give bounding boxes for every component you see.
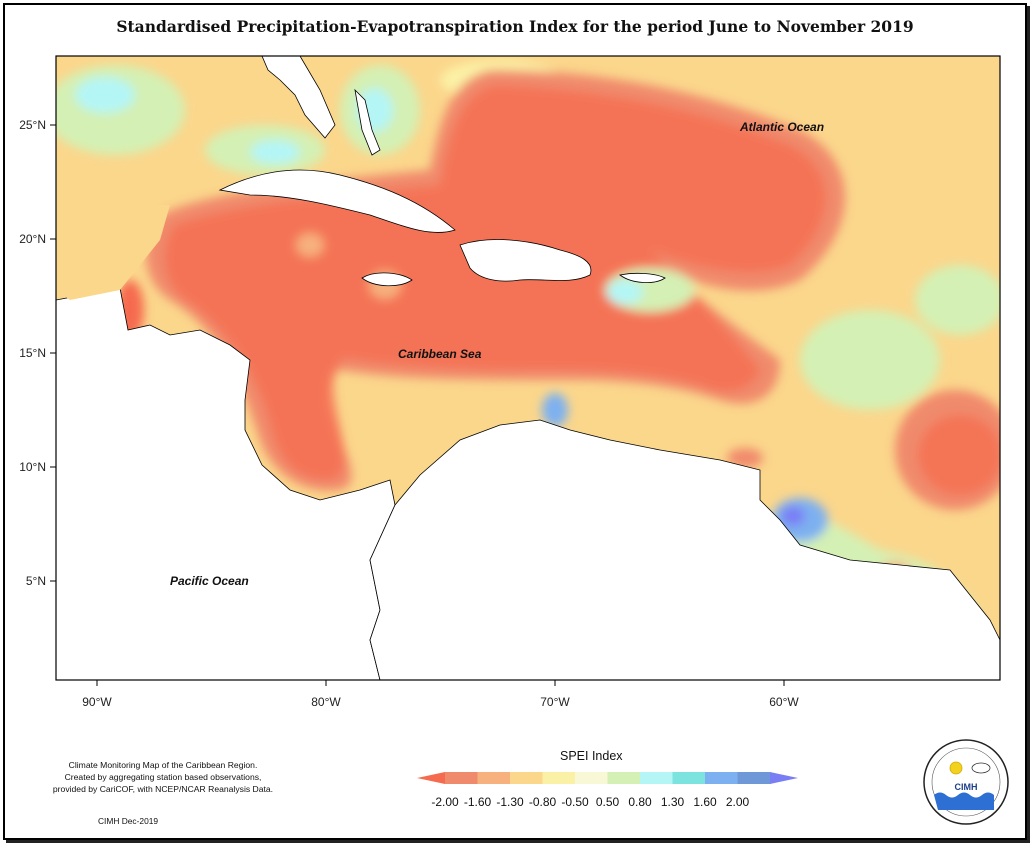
spei-field — [56, 56, 1000, 680]
legend-break-label: 1.60 — [693, 795, 717, 809]
waves-icon — [934, 792, 994, 810]
colorbar-segment — [640, 772, 673, 784]
colorbar-segment — [607, 772, 641, 784]
colorbar-segment — [542, 772, 576, 784]
legend-break-label: 1.30 — [660, 795, 685, 809]
lat-tick: 25°N — [19, 118, 46, 132]
pacific-label: Pacific Ocean — [170, 574, 249, 588]
credits-line: provided by CariCOF, with NCEP/NCAR Rean… — [52, 784, 274, 794]
legend-break-label: -2.00 — [431, 795, 459, 809]
colorbar-end-low — [417, 772, 445, 784]
logo-text: CIMH — [955, 782, 978, 792]
credits-line: Climate Monitoring Map of the Caribbean … — [68, 760, 258, 770]
legend-title: SPEI Index — [560, 749, 623, 763]
legend-break-label: 0.80 — [628, 795, 652, 809]
cimh-logo: CIMH — [923, 739, 1009, 825]
lat-tick: 20°N — [19, 232, 46, 246]
legend-colorbar — [417, 772, 798, 784]
lat-tick: 10°N — [19, 460, 46, 474]
caribbean-label: Caribbean Sea — [398, 347, 482, 361]
legend-break-label: -0.80 — [528, 795, 557, 809]
legend-break-label: -1.60 — [463, 795, 492, 809]
legend-break-label: 2.00 — [725, 795, 750, 809]
colorbar-segment — [445, 772, 478, 784]
lat-tick: 15°N — [19, 346, 46, 360]
land-outlines — [56, 56, 1000, 680]
colorbar-segment — [477, 772, 511, 784]
credits-date: CIMH Dec-2019 — [98, 816, 159, 826]
legend-break-label: -0.50 — [561, 795, 589, 809]
credits: Climate Monitoring Map of the Caribbean … — [38, 759, 288, 795]
legend-break-label: 0.50 — [595, 795, 620, 809]
lon-tick: 90°W — [82, 695, 112, 709]
legend-break-label: -1.30 — [496, 795, 524, 809]
colorbar-segment — [737, 772, 771, 784]
lon-tick: 80°W — [311, 695, 341, 709]
lon-tick: 70°W — [540, 695, 570, 709]
colorbar-segment — [705, 772, 738, 784]
colorbar-end-high — [770, 772, 798, 784]
credits-line: Created by aggregating station based obs… — [64, 772, 262, 782]
cloud-icon — [971, 762, 991, 774]
sun-icon — [949, 761, 963, 775]
atlantic-label: Atlantic Ocean — [739, 120, 824, 134]
colorbar-segment — [672, 772, 706, 784]
map-border — [55, 55, 1001, 681]
lat-tick: 5°N — [26, 574, 46, 588]
lon-tick: 60°W — [769, 695, 799, 709]
colorbar-segment — [575, 772, 608, 784]
colorbar-segment — [510, 772, 543, 784]
map-title: Standardised Precipitation-Evapotranspir… — [116, 17, 914, 36]
